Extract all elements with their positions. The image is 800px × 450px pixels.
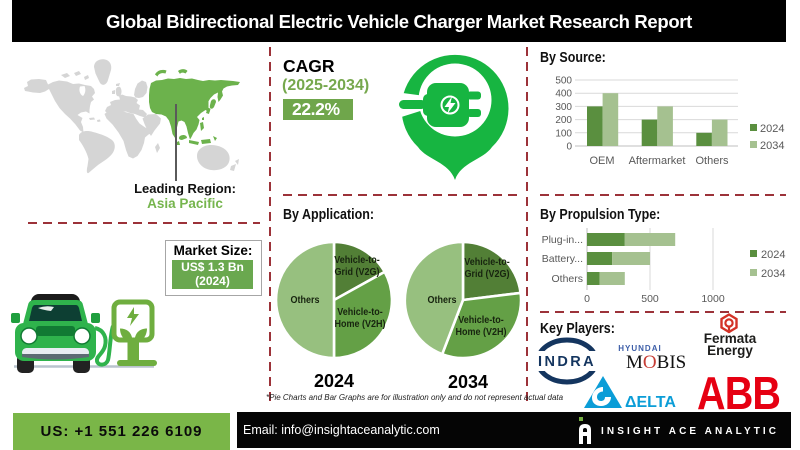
svg-text:Plug-in...: Plug-in... — [542, 234, 583, 246]
svg-text:0: 0 — [584, 293, 590, 305]
svg-text:Others: Others — [551, 273, 583, 285]
svg-text:400: 400 — [555, 89, 572, 100]
svg-text:0: 0 — [566, 142, 572, 153]
svg-text:INDRA: INDRA — [538, 354, 596, 370]
svg-text:ΔELTA: ΔELTA — [625, 394, 676, 410]
svg-text:Others: Others — [695, 155, 729, 167]
svg-text:2024: 2024 — [760, 123, 784, 135]
svg-text:200: 200 — [555, 115, 572, 126]
svg-text:2034: 2034 — [761, 268, 785, 280]
svg-text:Aftermarket: Aftermarket — [629, 155, 686, 167]
svg-text:100: 100 — [555, 128, 572, 139]
svg-text:2034: 2034 — [760, 140, 784, 152]
svg-text:1000: 1000 — [701, 293, 725, 305]
svg-text:Battery...: Battery... — [542, 253, 583, 265]
svg-text:300: 300 — [555, 102, 572, 113]
svg-text:2024: 2024 — [761, 249, 785, 261]
svg-text:OEM: OEM — [589, 155, 614, 167]
svg-text:500: 500 — [555, 76, 572, 87]
svg-text:500: 500 — [641, 293, 659, 305]
